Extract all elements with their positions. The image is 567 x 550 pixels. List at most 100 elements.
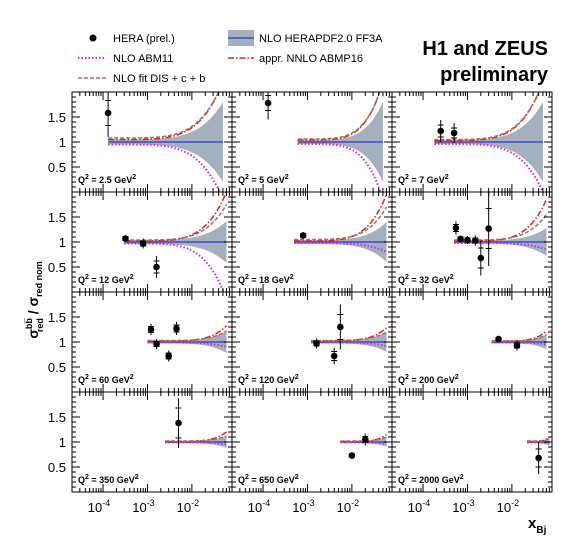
panel-plot-area (264, 92, 383, 192)
legend: HERA (prel.) NLO HERAPDF2.0 FF3A NLO ABM… (78, 30, 383, 85)
curve-abm11 (147, 341, 227, 348)
curve-abm11 (434, 143, 544, 192)
q2-label: Q2 = 200 GeV2 (398, 374, 459, 385)
x-tick-base: 10 (88, 500, 102, 515)
x-tick-exp: -4 (422, 498, 430, 508)
q2-label-value: = 2.5 GeV (89, 175, 132, 185)
curve-fitcb (124, 204, 228, 241)
q2-label-value: = 32 GeV (409, 275, 450, 285)
x-axis-title-sub: Bj (536, 525, 546, 536)
q2-label-q: Q (238, 175, 245, 185)
panel-plot-area (122, 192, 228, 292)
q2-label-q: Q (398, 275, 405, 285)
q2-label-value: = 120 GeV (249, 375, 295, 385)
q2-label: Q2 = 650 GeV2 (238, 474, 299, 485)
title-line-2: preliminary (440, 64, 549, 86)
q2-label: Q2 = 7 GeV2 (398, 174, 449, 185)
panel-plot-area (452, 192, 548, 276)
data-point (313, 340, 320, 347)
data-point (330, 352, 338, 360)
panel-plot-area (165, 398, 227, 448)
legend-label-herapdf: NLO HERAPDF2.0 FF3A (259, 33, 383, 45)
q2-label-q: Q (78, 275, 85, 285)
q2-label: Q2 = 2.5 GeV2 (78, 174, 136, 185)
q2-label-sup: 2 (405, 274, 409, 281)
x-tick-exp: -4 (262, 498, 270, 508)
legend-label-fitcb: NLO fit DIS + c + b (113, 73, 205, 85)
q2-label: Q2 = 120 GeV2 (238, 374, 299, 385)
data-point (175, 419, 182, 427)
q2-label-sup2: 2 (285, 174, 289, 181)
q2-label-sup2: 2 (290, 274, 294, 281)
q2-label-sup: 2 (245, 374, 249, 381)
panel-5: Q2 = 18 GeV2 (231, 191, 393, 293)
curve-abm11 (108, 143, 221, 192)
curve-abm11 (454, 242, 547, 251)
panel-plot-area (340, 433, 387, 459)
curve-abmp16 (454, 199, 548, 242)
legend-entry-abmp16: appr. NNLO ABMP16 (228, 53, 363, 65)
q2-label: Q2 = 32 GeV2 (398, 274, 454, 285)
q2-label-q: Q (238, 475, 245, 485)
y-axis-title: σbb̅red / σred nom (24, 261, 45, 338)
x-tick-label: 10-4 (88, 498, 110, 515)
curve-abmp16 (297, 92, 381, 141)
x-tick-label: 10-4 (408, 498, 430, 515)
data-point (165, 352, 172, 360)
curve-abm11 (297, 143, 382, 192)
q2-label-sup2: 2 (450, 274, 454, 281)
y-tick-label: 0.5 (48, 360, 66, 375)
data-point (485, 225, 492, 232)
data-point (122, 235, 129, 242)
curve-fitcb (294, 206, 388, 241)
x-tick-exp: -3 (307, 498, 315, 508)
q2-label-q: Q (398, 375, 405, 385)
data-point (450, 129, 458, 137)
y-axis-title-sup: bb̅ (24, 318, 34, 329)
data-point (153, 340, 160, 348)
q2-label-value: = 200 GeV (409, 375, 455, 385)
q2-label-sup: 2 (245, 474, 249, 481)
x-tick-base: 10 (408, 500, 422, 515)
curve-fitcb (340, 436, 387, 442)
q2-label-sup: 2 (405, 474, 409, 481)
y-tick-label: 0.5 (48, 460, 66, 475)
y-tick-label: 1.5 (48, 110, 66, 125)
q2-label: Q2 = 12 GeV2 (78, 274, 134, 285)
q2-label-value: = 5 GeV (249, 175, 285, 185)
curve-abm11 (294, 242, 387, 253)
legend-label-abm11: NLO ABM11 (113, 53, 173, 65)
curve-abmp16 (165, 431, 227, 443)
q2-label-sup: 2 (85, 374, 89, 381)
q2-label-sup2: 2 (132, 174, 136, 181)
x-axis-title: xBj (528, 515, 547, 536)
q2-label-value: = 12 GeV (89, 275, 130, 285)
x-tick-label: 10-3 (452, 498, 474, 515)
q2-label-q: Q (238, 375, 245, 385)
x-tick-label: 10-2 (177, 498, 199, 515)
y-axis-title-main: σ (25, 329, 41, 339)
y-axis-title-sub2: red nom (34, 261, 44, 297)
panel-plot-area (104, 92, 223, 192)
x-tick-label: 10-2 (497, 498, 519, 515)
panel-8: Q2 = 120 GeV2 (231, 291, 393, 393)
data-point (153, 263, 160, 271)
q2-label-value: = 2000 GeV (409, 475, 460, 485)
q2-label-q: Q (238, 275, 245, 285)
y-tick-label: 0.5 (48, 160, 66, 175)
y-tick-label: 1 (59, 435, 66, 450)
panel-plot-area (527, 436, 550, 474)
x-tick-base: 10 (452, 500, 466, 515)
y-tick-label: 0.5 (48, 260, 66, 275)
data-point (299, 232, 307, 239)
q2-label-value: = 60 GeV (89, 375, 130, 385)
q2-label-sup: 2 (85, 174, 89, 181)
curve-abm11 (491, 341, 547, 346)
x-tick-label: 10-2 (337, 498, 359, 515)
y-tick-label: 1.5 (48, 410, 66, 425)
curve-fitcb (147, 330, 227, 342)
q2-label-sup2: 2 (455, 374, 459, 381)
